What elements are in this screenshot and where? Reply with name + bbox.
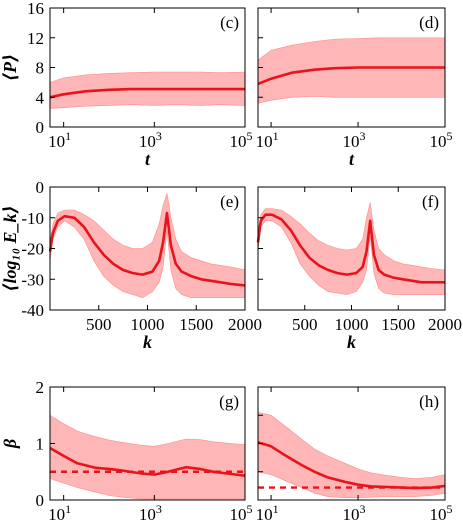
x-axis-label: t [145, 522, 151, 527]
mean-line [49, 87, 245, 99]
x-tick-label: 103 [343, 129, 366, 151]
panel-label: (g) [219, 392, 239, 411]
panel-g-chart: 101 103 105 0 1 2 t β (g) [0, 378, 253, 527]
mean-line [256, 213, 445, 284]
y-tick-label: 1 [36, 435, 45, 454]
y-tick-label: -10 [21, 209, 44, 228]
y-tick-label: -20 [21, 240, 44, 259]
panel-label: (h) [419, 392, 439, 411]
axes-frame [49, 7, 246, 128]
panel-f-chart: 500 1000 1500 2000 k (f) [256, 186, 462, 352]
x-tick-label: 103 [139, 502, 162, 524]
mean-line [257, 66, 445, 86]
x-tick-label: 103 [343, 502, 366, 524]
x-tick-label: 105 [230, 129, 253, 151]
y-tick-label: 2 [36, 378, 45, 397]
panel-h-chart: 101 103 105 t (h) [256, 386, 453, 527]
x-tick-label: 1000 [131, 315, 165, 334]
x-axis-label: t [349, 522, 355, 527]
x-tick-label: 103 [139, 129, 162, 151]
y-tick-label: 0 [36, 491, 45, 510]
std-band [257, 37, 446, 104]
x-tick-label: 105 [230, 502, 253, 524]
y-axis-label: β [0, 438, 20, 449]
y-tick-label: 8 [36, 59, 45, 78]
x-tick-label: 1000 [335, 315, 369, 334]
y-tick-label: 4 [36, 88, 45, 107]
y-tick-label: -40 [21, 301, 44, 320]
panel-d-chart: 101 103 105 t (d) [256, 7, 453, 169]
panel-label: (c) [220, 13, 239, 32]
x-axis-label: k [347, 332, 356, 352]
panel-c-chart: 101 103 105 0 4 8 12 16 t ⟨P⟩ (c) [0, 0, 253, 169]
x-tick-label: 101 [256, 502, 279, 524]
y-tick-label: 16 [27, 0, 44, 18]
y-tick-label: -30 [21, 270, 44, 289]
x-axis-label: t [349, 149, 355, 169]
y-tick-label: 0 [36, 178, 45, 197]
x-axis-label: t [145, 149, 151, 169]
y-tick-label: 12 [27, 29, 44, 48]
x-tick-label: 1500 [179, 315, 213, 334]
mean-line [49, 446, 246, 477]
panel-e-chart: 500 1000 1500 2000 0 -10 -20 -30 -40 k ⟨log₁₀ E_k⟩… [0, 178, 262, 352]
panel-label: (d) [419, 13, 439, 32]
x-tick-label: 500 [86, 315, 112, 334]
x-tick-label: 500 [292, 315, 318, 334]
x-tick-label: 2000 [228, 315, 262, 334]
x-tick-label: 101 [48, 502, 71, 524]
y-axis-label: ⟨log₁₀ E_k⟩ [0, 205, 20, 292]
panel-label: (f) [422, 192, 439, 211]
panel-label: (e) [220, 192, 239, 211]
x-axis-label: k [143, 332, 152, 352]
x-tick-label: 101 [48, 129, 71, 151]
x-tick-label: 105 [430, 502, 453, 524]
x-tick-label: 101 [256, 129, 279, 151]
x-tick-label: 105 [430, 129, 453, 151]
y-axis-label: ⟨P⟩ [0, 54, 20, 81]
mean-line [48, 211, 246, 287]
x-tick-label: 2000 [428, 315, 462, 334]
y-tick-label: 0 [36, 118, 45, 137]
x-tick-label: 1500 [381, 315, 415, 334]
std-band [49, 414, 246, 500]
mean-line [257, 441, 446, 490]
